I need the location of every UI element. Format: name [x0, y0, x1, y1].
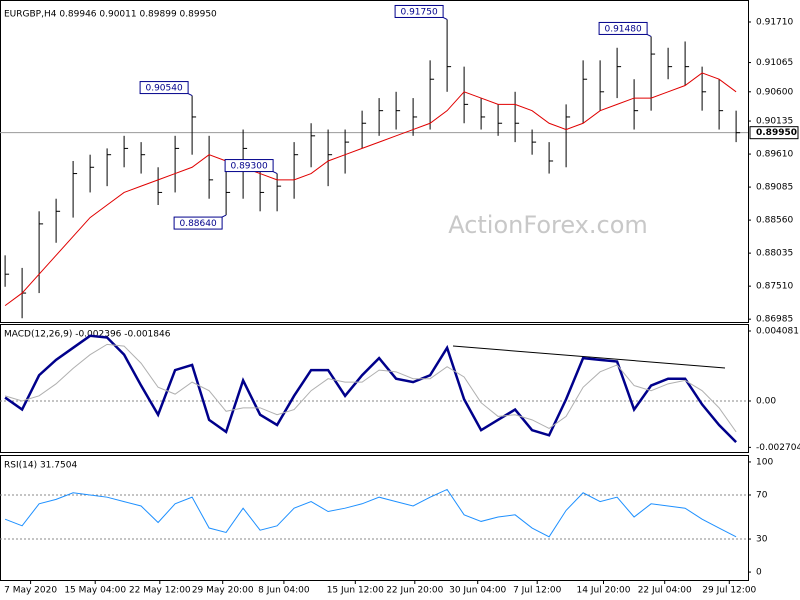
annotation-box [139, 81, 189, 95]
annotation-label: 0.91480 [604, 24, 641, 34]
x-tick-label: 22 Jun 20:00 [386, 586, 443, 596]
last-price-label: 0.89950 [756, 128, 797, 138]
annotation-hook [272, 171, 278, 175]
indicator-line [4, 343, 737, 433]
y-tick-label: 0.88035 [756, 249, 793, 259]
price-panel [0, 0, 749, 323]
rsi-panel [0, 455, 749, 581]
macd-panel [0, 324, 749, 453]
y-tick-label: 0.00 [756, 396, 776, 406]
y-tick-label: 0.004081 [756, 326, 799, 336]
x-tick-label: 29 May 20:00 [192, 586, 254, 596]
x-tick-label: 22 Jul 04:00 [638, 586, 692, 596]
y-tick-label: 30 [756, 535, 768, 545]
annotation-label: 0.90540 [145, 84, 182, 94]
y-tick-label: 0 [756, 568, 762, 578]
y-tick-label: 0.89085 [756, 183, 793, 193]
annotation-box [173, 216, 223, 230]
annotation-hook [646, 34, 652, 37]
y-tick-label: 0.91065 [756, 58, 793, 68]
annotation-hook [187, 93, 193, 97]
y-tick-label: 0.89610 [756, 150, 793, 160]
x-tick-label: 15 Jun 12:00 [327, 586, 384, 596]
indicator-line [4, 488, 737, 538]
annotation-box [394, 4, 444, 18]
y-tick-label: 0.90135 [756, 117, 793, 127]
annotation-label: 0.88640 [179, 219, 216, 229]
y-tick-label: 0.90600 [756, 87, 793, 97]
y-tick-label: 0.87510 [756, 282, 793, 292]
y-tick-label: -0.002704 [756, 443, 800, 453]
x-tick-label: 7 May 2020 [4, 586, 57, 596]
x-tick-label: 22 May 12:00 [129, 586, 191, 596]
x-tick-label: 29 Jul 12:00 [702, 586, 756, 596]
annotation-label: 0.91750 [400, 7, 437, 17]
panel-title: MACD(12,26,9) -0.002396 -0.001846 [4, 330, 171, 340]
annotation-box [598, 21, 648, 35]
x-tick-label: 8 Jun 04:00 [258, 586, 310, 596]
x-tick-label: 30 Jun 04:00 [449, 586, 506, 596]
y-tick-label: 0.91710 [756, 17, 793, 27]
x-tick-label: 14 Jul 20:00 [577, 586, 631, 596]
y-tick-label: 0.86985 [756, 315, 793, 325]
panel-title: EURGBP,H4 0.89946 0.90011 0.89899 0.8995… [4, 10, 217, 20]
y-tick-label: 0.88560 [756, 216, 793, 226]
annotation-hook [442, 17, 448, 20]
trend-line [452, 345, 726, 369]
indicator-line [4, 334, 737, 444]
panel-title: RSI(14) 31.7504 [4, 461, 77, 471]
indicator-line [4, 72, 737, 307]
annotation-box [224, 159, 274, 173]
x-tick-label: 7 Jul 12:00 [513, 586, 562, 596]
annotation-label: 0.89300 [230, 162, 267, 172]
last-price-box [749, 126, 799, 140]
x-tick-label: 15 May 04:00 [64, 586, 126, 596]
y-tick-label: 70 [756, 490, 768, 500]
y-tick-label: 100 [756, 457, 773, 467]
watermark: ActionForex.com [448, 211, 648, 239]
annotation-hook [221, 214, 227, 218]
